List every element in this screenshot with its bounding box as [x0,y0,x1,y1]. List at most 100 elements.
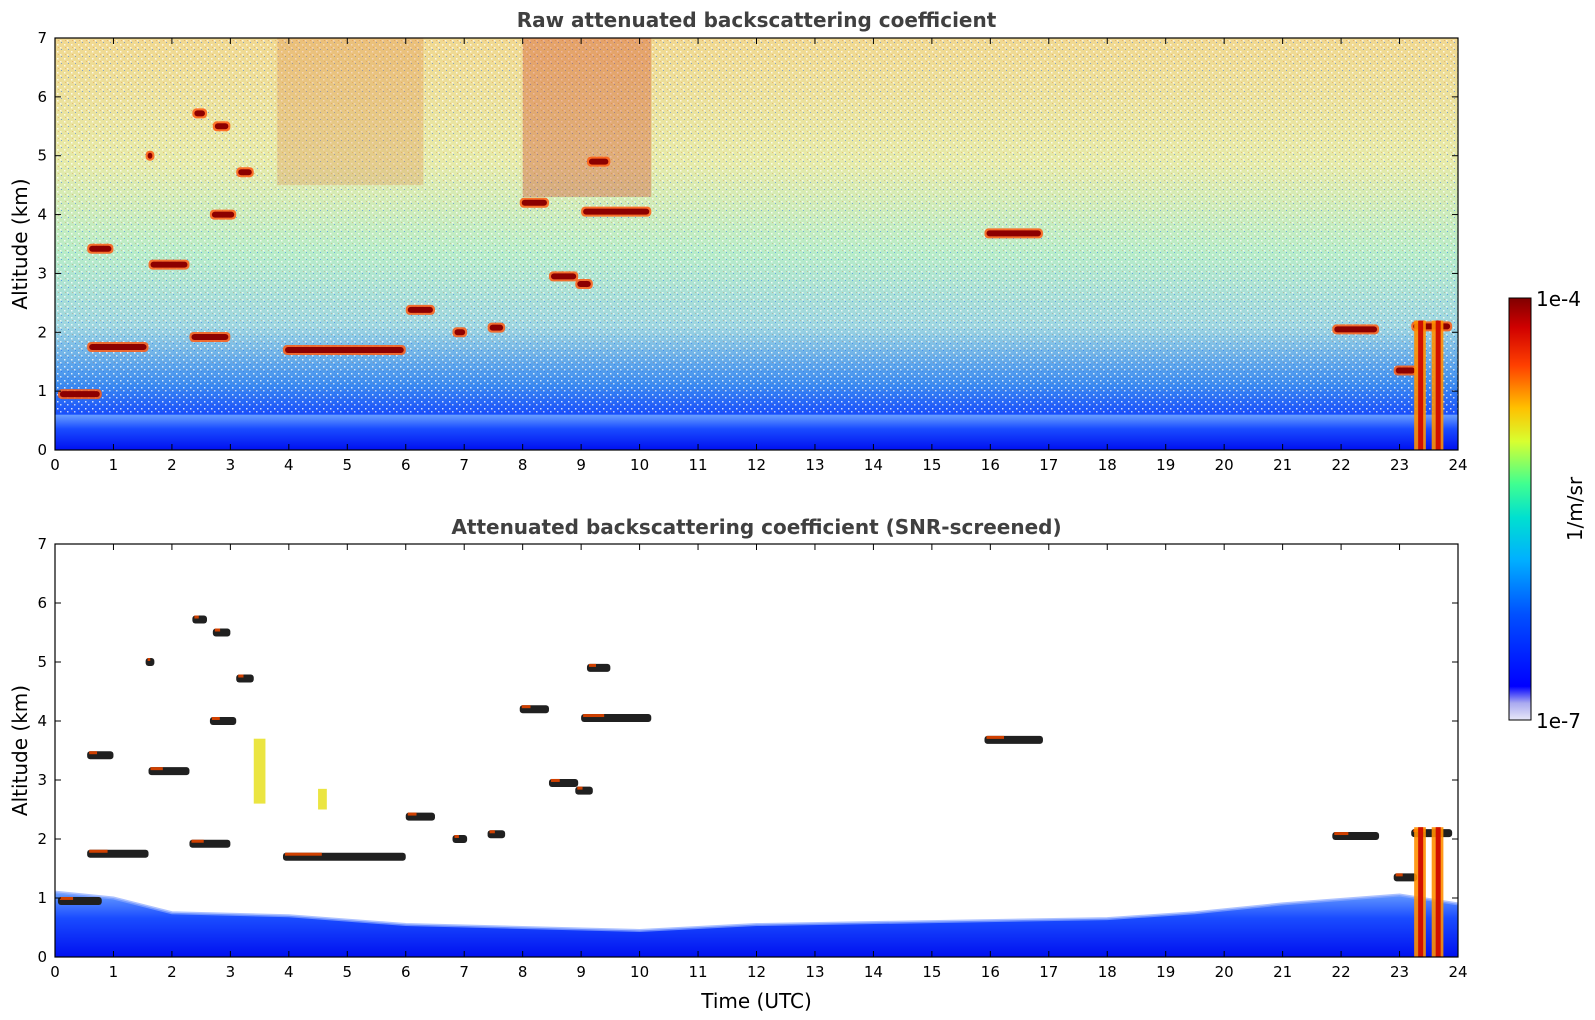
x-tick-label: 24 [1448,456,1467,474]
x-tick-label: 21 [1273,963,1292,981]
screened-cloud-edge [284,852,322,856]
x-tick-label: 8 [518,963,528,981]
x-tick-label: 2 [167,456,177,474]
screened-cloud-edge [986,735,1005,739]
cloud-layer-core [89,344,147,350]
x-tick-label: 13 [805,963,824,981]
screened-x-axis-label: Time (UTC) [700,989,812,1013]
screened-background [55,544,1458,957]
x-tick-label: 6 [401,456,411,474]
screened-cloud-edge [521,705,531,709]
cloud-layer-core [407,306,433,313]
precipitation-streak-core [1418,320,1424,450]
x-tick-label: 24 [1448,963,1467,981]
screened-cloud-edge [454,835,459,838]
x-tick-label: 11 [688,456,707,474]
x-tick-label: 16 [981,963,1000,981]
x-tick-label: 16 [981,456,1000,474]
x-tick-label: 21 [1273,456,1292,474]
screened-cloud-edge [238,674,244,678]
screened-cloud-edge [1334,832,1349,836]
cloud-layer-core [211,211,235,218]
x-tick-label: 10 [630,456,649,474]
y-tick-label: 4 [37,206,47,224]
cloud-layer-core [59,391,100,398]
cloud-layer-core [583,208,650,215]
screened-precipitation-core [1418,827,1424,957]
cloud-layer-core [1334,326,1378,333]
screened-plot-area [55,544,1458,957]
colorbar-unit-label: 1/m/sr [1563,476,1587,541]
y-tick-label: 5 [37,653,47,671]
screened-cloud-edge [1395,873,1403,877]
x-tick-label: 17 [1039,963,1058,981]
y-tick-label: 2 [37,830,47,848]
x-tick-label: 14 [864,456,883,474]
y-tick-label: 4 [37,712,47,730]
raw-noise-speckle [55,38,1458,450]
x-tick-label: 7 [459,456,469,474]
x-tick-label: 23 [1390,456,1409,474]
screened-y-axis-label: Altitude (km) [8,685,32,816]
y-tick-label: 0 [37,948,47,966]
x-tick-label: 9 [576,456,586,474]
x-tick-label: 9 [576,963,586,981]
x-tick-label: 3 [226,456,236,474]
x-tick-label: 12 [747,963,766,981]
x-tick-label: 12 [747,456,766,474]
x-tick-label: 1 [109,456,119,474]
x-tick-label: 8 [518,456,528,474]
x-tick-label: 11 [688,963,707,981]
y-tick-label: 6 [37,88,47,106]
x-tick-label: 18 [1098,963,1117,981]
raw-backscatter-panel: Raw attenuated backscattering coefficien… [8,8,1468,474]
screened-cloud-edge [89,849,108,853]
colorbar-max-label: 1e-4 [1536,287,1581,311]
raw-noise-column [522,38,652,197]
raw-panel-title: Raw attenuated backscattering coefficien… [517,8,997,32]
screened-cloud-edge [577,786,583,790]
cloud-layer-core [577,281,591,288]
x-tick-label: 0 [50,963,60,981]
x-tick-label: 22 [1332,963,1351,981]
screened-axes: 0 1 2 3 4 5 6 7 8 9 10 11 12 13 14 15 16 17 18 19 20 21 22 23 24… [37,535,1467,981]
y-tick-label: 6 [37,594,47,612]
x-tick-label: 5 [343,963,353,981]
cloud-layer-core [588,158,609,165]
screened-cloud-edge [489,830,495,834]
colorbar-min-label: 1e-7 [1536,709,1581,733]
y-tick-label: 3 [37,771,47,789]
screened-aerosol-patch [318,788,327,810]
screened-cloud-edge [194,615,199,619]
colorbar-gradient [1508,297,1532,721]
y-tick-label: 2 [37,323,47,341]
y-tick-label: 1 [37,382,47,400]
screened-cloud-edge [191,839,204,843]
cloud-layer-core [284,346,404,353]
raw-plot-area [55,38,1458,450]
screened-cloud-edge [588,663,596,667]
cloud-layer-core [986,230,1041,237]
screened-cloud-edge [214,628,221,632]
screened-cloud-edge [147,658,151,661]
cloud-layer-core [454,329,466,336]
x-tick-label: 3 [226,963,236,981]
screened-precipitation-core [1435,827,1441,957]
cloud-layer-core [489,324,504,331]
cloud-layer-core [147,152,153,159]
raw-axes: 0 1 2 3 4 5 6 7 8 9 10 11 12 13 14 15 16 17 18 19 20 21 22 23 24… [37,29,1467,474]
x-tick-label: 5 [343,456,353,474]
x-tick-label: 6 [401,963,411,981]
x-tick-label: 15 [922,963,941,981]
y-tick-label: 7 [37,29,47,47]
y-tick-label: 7 [37,535,47,553]
screened-backscatter-panel: Attenuated backscattering coefficient (S… [8,515,1468,1013]
y-tick-label: 1 [37,889,47,907]
x-tick-label: 1 [109,963,119,981]
x-tick-label: 4 [284,963,294,981]
y-tick-label: 0 [37,441,47,459]
x-tick-label: 15 [922,456,941,474]
screened-boundary-layer-edge [55,890,1458,932]
x-tick-label: 4 [284,456,294,474]
